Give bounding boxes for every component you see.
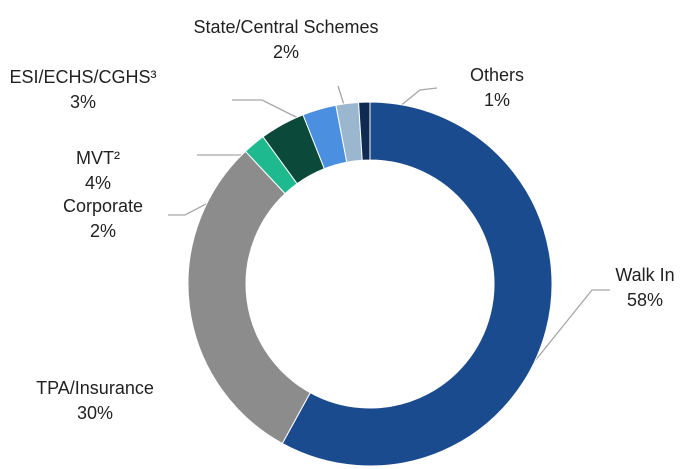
value-label: 1% <box>484 90 510 110</box>
slice-label: Walk In <box>615 265 674 285</box>
value-label: 4% <box>85 173 111 193</box>
donut-segment <box>281 101 553 467</box>
value-label: 58% <box>627 290 663 310</box>
donut-segment <box>187 150 311 445</box>
slice-label: State/Central Schemes <box>193 17 378 37</box>
leader-line <box>517 289 610 383</box>
slice-label: MVT² <box>76 148 120 168</box>
slice-label: ESI/ECHS/CGHS³ <box>9 67 156 87</box>
value-label: 3% <box>70 92 96 112</box>
value-label: 30% <box>77 403 113 423</box>
slice-label: Others <box>470 65 524 85</box>
value-label: 2% <box>273 42 299 62</box>
slice-label: TPA/Insurance <box>36 378 154 398</box>
value-label: 2% <box>90 221 116 241</box>
slice-label: Corporate <box>63 196 143 216</box>
donut-segment <box>358 101 371 161</box>
